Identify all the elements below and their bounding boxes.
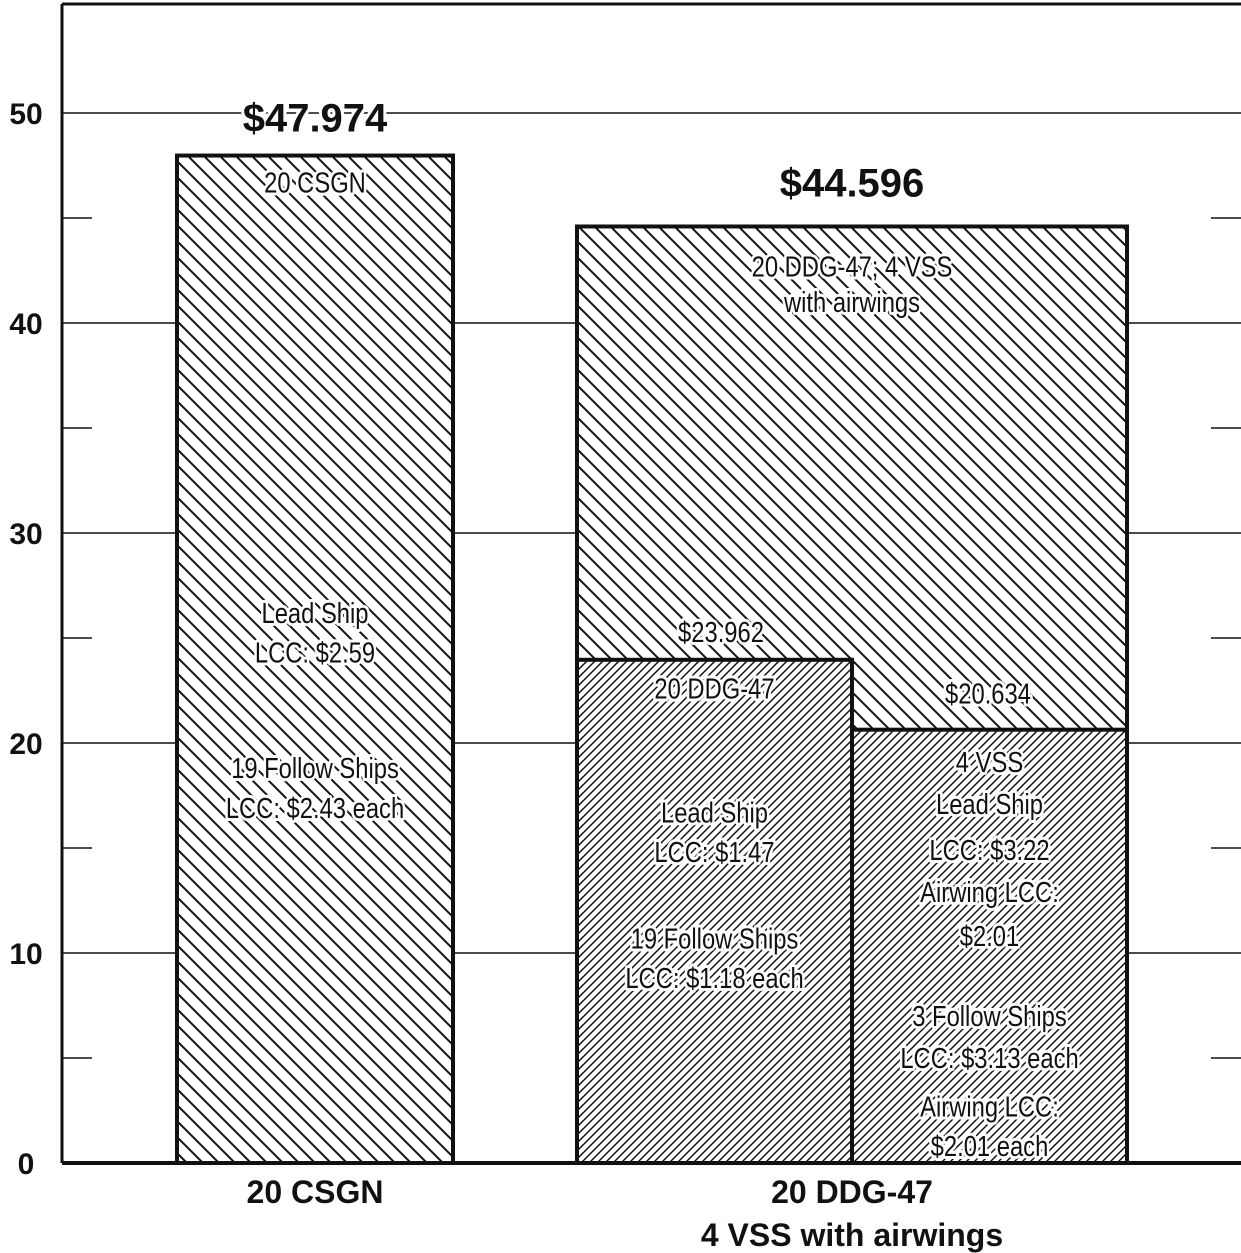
segment-value-label: $23.962 xyxy=(678,616,764,649)
bar-inner-label: 20 DDG-47; 4 VSS xyxy=(752,250,953,283)
segment-inner-label: Airwing LCC: xyxy=(920,876,1059,909)
bar-inner-label: LCC: $2.43 each xyxy=(226,792,404,825)
segment-inner-label: 19 Follow Ships xyxy=(631,922,799,955)
segment-inner-label: Lead Ship xyxy=(936,788,1043,821)
segment-vss xyxy=(850,727,1129,1165)
bar-inner-label: 19 Follow Ships xyxy=(231,752,399,785)
x-category-label: 20 CSGN xyxy=(247,1174,384,1210)
segment-inner-label: LCC: $1.18 each xyxy=(625,962,803,995)
y-tick-label: 10 xyxy=(9,938,42,971)
segment-inner-label: LCC: $3.22 xyxy=(929,834,1049,867)
bar-inner-label: 20 CSGN xyxy=(264,166,366,199)
y-tick-label: 50 xyxy=(9,98,42,131)
bar-inner-label: with airwings xyxy=(783,286,920,319)
bar-inner-label: LCC: $2.59 xyxy=(255,636,375,669)
bar-csgn xyxy=(175,153,455,1165)
segment-ddg47 xyxy=(575,657,854,1165)
segment-inner-label: $2.01 each xyxy=(931,1130,1049,1163)
x-category-label: 20 DDG-47 xyxy=(771,1174,933,1210)
segment-inner-label: LCC: $3.13 each xyxy=(900,1042,1078,1075)
segment-inner-label: $2.01 xyxy=(960,920,1019,953)
segment-inner-label: 20 DDG-47 xyxy=(654,672,774,705)
segment-inner-label: Airwing LCC: xyxy=(920,1090,1059,1123)
segment-inner-label: 3 Follow Ships xyxy=(912,1000,1067,1033)
segment-value-label: $20.634 xyxy=(945,677,1031,710)
y-tick-label: 30 xyxy=(9,518,42,551)
bar-value-label: $47.974 xyxy=(243,97,388,141)
bar-inner-label: Lead Ship xyxy=(261,597,368,630)
y-tick-label: 0 xyxy=(18,1148,35,1181)
y-tick-label: 40 xyxy=(9,308,42,341)
x-category-label: 4 VSS with airwings xyxy=(701,1217,1003,1253)
y-tick-label: 20 xyxy=(9,728,42,761)
segment-inner-label: LCC: $1.47 xyxy=(654,836,774,869)
segment-inner-label: 4 VSS xyxy=(956,746,1023,779)
segment-inner-label: Lead Ship xyxy=(661,796,768,829)
bar-value-label: $44.596 xyxy=(780,161,925,205)
